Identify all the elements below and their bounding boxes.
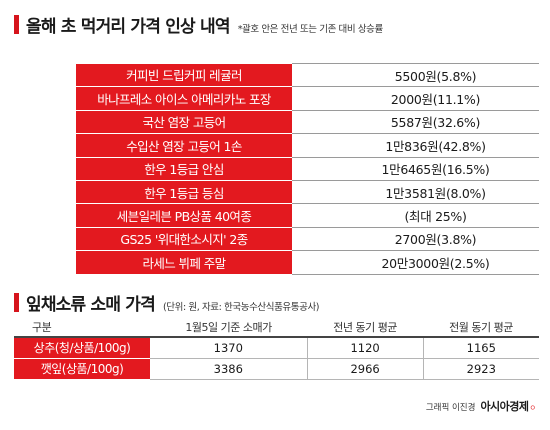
veg-section-header: 잎채소류 소매 가격 (단위: 원, 자료: 한국농수산식품유통공사) [14, 290, 320, 315]
veg-value: 2966 [306, 358, 424, 380]
veg-value: 1120 [306, 337, 424, 359]
veg-row: 상추(청/상품/100g) 1370 1120 1165 [14, 337, 539, 359]
item-price: 2000원(11.1%) [292, 86, 539, 111]
item-name: 라세느 뷔페 주말 [76, 250, 292, 275]
veg-value: 1370 [150, 337, 308, 359]
veg-table-header: 구분 1월5일 기준 소매가 전년 동기 평균 전월 동기 평균 [14, 317, 539, 338]
veg-col-last-month: 전월 동기 평균 [423, 317, 539, 338]
veg-name: 깻잎(상품/100g) [14, 358, 150, 380]
veg-section-title: 잎채소류 소매 가격 [26, 295, 156, 315]
price-row: 세븐일레븐 PB상품 40여종 (최대 25%) [76, 203, 539, 228]
item-name: GS25 '위대한소시지' 2종 [76, 227, 292, 252]
page-title: 올해 초 먹거리 가격 인상 내역 [26, 17, 230, 37]
veg-name: 상추(청/상품/100g) [14, 337, 150, 359]
item-name: 바나프레소 아이스 아메리카노 포장 [76, 86, 292, 111]
item-name: 한우 1등급 등심 [76, 180, 292, 205]
veg-price-table: 구분 1월5일 기준 소매가 전년 동기 평균 전월 동기 평균 상추(청/상품… [14, 317, 539, 380]
price-section-header: 올해 초 먹거리 가격 인상 내역 *괄호 안은 전년 또는 기존 대비 상승률 [14, 12, 383, 37]
item-name: 국산 염장 고등어 [76, 110, 292, 135]
veg-col-current: 1월5일 기준 소매가 [150, 317, 308, 338]
title-accent-bar [14, 15, 19, 34]
veg-value: 3386 [150, 358, 308, 380]
item-name: 세븐일레븐 PB상품 40여종 [76, 203, 292, 228]
item-price: 1만6465원(16.5%) [292, 157, 539, 181]
price-row: 바나프레소 아이스 아메리카노 포장 2000원(11.1%) [76, 86, 539, 111]
item-price: 5500원(5.8%) [292, 62, 539, 88]
item-price: 1만3581원(8.0%) [292, 180, 539, 205]
graphic-credit: 그래픽 이진경 [425, 403, 476, 413]
item-name: 커피빈 드립커피 레귤러 [76, 63, 292, 88]
publisher-mark: ㅇ [529, 404, 536, 412]
item-price: 20만3000원(2.5%) [292, 250, 539, 275]
price-increase-table: 커피빈 드립커피 레귤러 5500원(5.8%) 바나프레소 아이스 아메리카노 포… [76, 62, 539, 275]
veg-value: 2923 [422, 358, 539, 380]
item-price: 1만836원(42.8%) [292, 133, 539, 158]
item-name: 수입산 염장 고등어 1손 [76, 133, 292, 158]
veg-col-category: 구분 [14, 317, 150, 338]
price-row: 국산 염장 고등어 5587원(32.6%) [76, 110, 539, 135]
price-row: GS25 '위대한소시지' 2종 2700원(3.8%) [76, 227, 539, 252]
title-accent-bar [14, 293, 19, 312]
item-name: 한우 1등급 안심 [76, 157, 292, 181]
credit-line: 그래픽 이진경 아시아경제 ㅇ [426, 398, 536, 414]
veg-value: 1165 [422, 337, 539, 359]
price-row: 수입산 염장 고등어 1손 1만836원(42.8%) [76, 133, 539, 158]
item-price: 2700원(3.8%) [292, 227, 539, 252]
price-row: 라세느 뷔페 주말 20만3000원(2.5%) [76, 250, 539, 275]
price-row: 커피빈 드립커피 레귤러 5500원(5.8%) [76, 62, 539, 88]
veg-col-last-year: 전년 동기 평균 [307, 317, 424, 338]
publisher-logo: 아시아경제 [480, 400, 529, 413]
item-price: (최대 25%) [292, 203, 539, 228]
item-price: 5587원(32.6%) [292, 110, 539, 135]
price-row: 한우 1등급 등심 1만3581원(8.0%) [76, 180, 539, 205]
price-row: 한우 1등급 안심 1만6465원(16.5%) [76, 157, 539, 181]
title-footnote: *괄호 안은 전년 또는 기존 대비 상승률 [237, 24, 384, 35]
veg-section-note: (단위: 원, 자료: 한국농수산식품유통공사) [162, 302, 320, 313]
veg-row: 깻잎(상품/100g) 3386 2966 2923 [14, 358, 539, 380]
